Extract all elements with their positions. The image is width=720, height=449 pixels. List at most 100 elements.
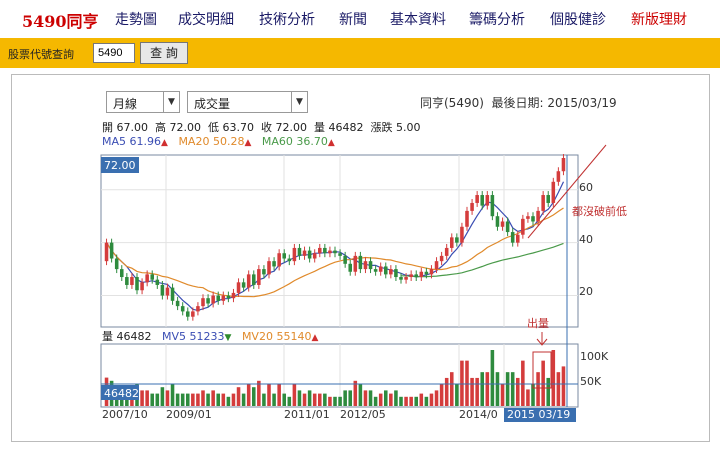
nav-item-trades[interactable]: 成交明細 <box>178 12 234 28</box>
volume-bar <box>399 396 403 406</box>
volume-bar <box>317 393 322 406</box>
candle-body <box>246 274 251 288</box>
ma20-line <box>105 207 564 298</box>
volume-bar <box>556 372 561 406</box>
ma-legend: MA5 61.96▲ MA20 50.28▲ MA60 36.70▲ <box>102 135 335 148</box>
volume-bar <box>170 384 175 406</box>
candle-body <box>165 287 170 296</box>
low-label: 低 <box>208 121 219 134</box>
grid-lines <box>101 155 578 407</box>
candle-body <box>561 158 566 172</box>
nav-item-chips[interactable]: 籌碼分析 <box>469 12 525 28</box>
volume-bar <box>251 387 256 406</box>
x-tick-label: 2009/01 <box>166 408 212 421</box>
nav-item-health[interactable]: 個股健診 <box>550 12 606 28</box>
volume-bar <box>521 360 525 406</box>
stock-code-input[interactable]: 5490 <box>93 43 135 63</box>
volume-bar <box>246 384 251 406</box>
high-label: 高 <box>155 121 166 134</box>
candle-body <box>180 306 185 312</box>
volume-bar <box>434 390 439 406</box>
candle-body <box>480 195 485 206</box>
nav-item-finance[interactable]: 新版理財 <box>631 12 687 28</box>
search-button[interactable]: 查 詢 <box>140 42 188 64</box>
candle-body <box>399 277 403 280</box>
volume-bar <box>338 396 342 406</box>
candle-body <box>206 298 210 304</box>
candle-body <box>277 253 281 267</box>
candle-body <box>292 247 297 262</box>
candle-body <box>394 269 398 278</box>
period-select[interactable]: 月線 ▼ <box>106 91 180 113</box>
nav-item-technical[interactable]: 技術分析 <box>259 12 315 28</box>
period-value: 月線 <box>113 97 138 111</box>
candle-body <box>251 274 256 285</box>
volume-bar <box>510 372 515 406</box>
candles <box>104 154 566 321</box>
up-triangle-icon: ▲ <box>244 138 252 148</box>
volume-bar <box>551 350 556 406</box>
volume-bar <box>191 393 195 406</box>
candle-body <box>155 279 160 285</box>
candle-body <box>409 274 413 278</box>
up-triangle-icon: ▲ <box>161 138 168 148</box>
volume-bar <box>312 393 317 406</box>
nav-item-news[interactable]: 新聞 <box>339 12 367 28</box>
volume-bar <box>536 372 540 406</box>
low-value: 63.70 <box>222 121 255 134</box>
candle-body <box>414 274 419 278</box>
candle-body <box>323 247 327 254</box>
volume-bar <box>531 383 535 406</box>
nav-item-trend[interactable]: 走勢圖 <box>115 12 157 28</box>
candle-body <box>160 284 165 296</box>
x-tick-label: 2007/10 <box>102 408 148 421</box>
volume-bar <box>328 396 332 406</box>
candle-body <box>353 255 358 272</box>
candle-body <box>475 195 479 203</box>
volume-label: 量 <box>314 121 325 134</box>
candle-body <box>546 195 551 203</box>
candle-body <box>460 226 464 243</box>
candle-body <box>150 274 155 280</box>
indicator-select[interactable]: 成交量 ▼ <box>187 91 308 113</box>
candle-body <box>510 232 515 243</box>
candle-body <box>490 195 495 217</box>
candle-body <box>556 171 561 182</box>
annotation-volume: 出量 <box>527 316 549 330</box>
annotation-box <box>532 351 552 389</box>
volume-bar <box>211 390 215 406</box>
chevron-down-icon: ▼ <box>291 92 307 112</box>
candle-body <box>241 282 246 288</box>
candle-body <box>439 255 444 262</box>
last-date: 2015/03/19 <box>547 96 617 110</box>
candle-body <box>434 261 439 270</box>
volume-bar <box>201 390 205 406</box>
candle-body <box>328 250 332 254</box>
stock-brand-link[interactable]: 5490同亨 <box>22 12 99 31</box>
volume-bar <box>419 393 424 406</box>
candle-body <box>515 234 520 243</box>
price-tick-label: 20 <box>579 285 593 298</box>
candle-body <box>383 266 388 275</box>
candle-body <box>282 253 287 259</box>
search-bar: 股票代號查詢 5490 查 詢 <box>0 38 720 68</box>
x-tick-label: 2011/01 <box>284 408 330 421</box>
last-date-label: 最後日期: <box>491 96 544 110</box>
volume-bar <box>490 350 495 406</box>
volume-bar <box>480 372 485 406</box>
top-nav: 5490同亨 走勢圖 成交明細 技術分析 新聞 基本資料 籌碼分析 個股健診 新… <box>0 0 720 36</box>
candle-body <box>140 282 144 291</box>
candle-body <box>338 253 342 256</box>
volume-bar <box>526 389 530 406</box>
candle-body <box>389 269 393 275</box>
volume-bar <box>216 393 221 406</box>
candle-body <box>500 221 505 227</box>
nav-item-profile[interactable]: 基本資料 <box>390 12 446 28</box>
ohlc-row: 開 67.00 高 72.00 低 63.70 收 72.00 量 46482 … <box>102 119 421 135</box>
candle-body <box>185 311 190 317</box>
candle-body <box>175 300 180 307</box>
volume-bar <box>221 393 226 406</box>
ma-lines <box>105 181 565 312</box>
volume-value: 46482 <box>328 121 364 134</box>
volume-bar <box>541 360 545 406</box>
